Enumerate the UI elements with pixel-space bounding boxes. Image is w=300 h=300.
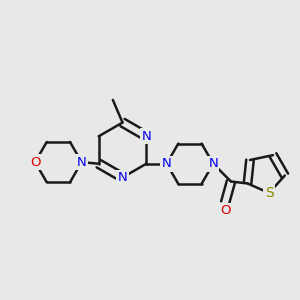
- Text: S: S: [265, 186, 273, 200]
- Text: N: N: [208, 157, 218, 170]
- Text: O: O: [220, 204, 230, 217]
- Text: N: N: [141, 130, 151, 143]
- Text: O: O: [30, 156, 40, 169]
- Text: N: N: [118, 171, 128, 184]
- Text: N: N: [162, 157, 172, 170]
- Text: N: N: [77, 156, 86, 169]
